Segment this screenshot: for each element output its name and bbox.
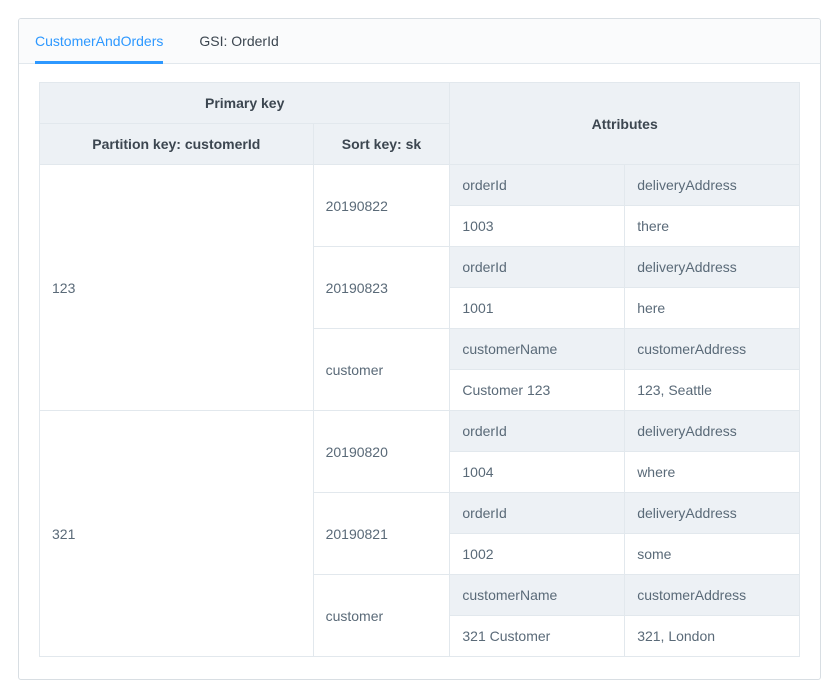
tab-customer-and-orders[interactable]: CustomerAndOrders <box>35 29 163 64</box>
table-viewer-frame: CustomerAndOrders GSI: OrderId Primary k… <box>18 18 821 680</box>
header-primary-key: Primary key <box>40 83 450 124</box>
attr-value-cell: where <box>625 452 800 493</box>
dynamodb-table: Primary key Attributes Partition key: cu… <box>39 82 800 657</box>
sort-key-cell: 20190823 <box>313 247 450 329</box>
attr-name-cell: orderId <box>450 411 625 452</box>
attr-name-cell: deliveryAddress <box>625 411 800 452</box>
attr-value-cell: Customer 123 <box>450 370 625 411</box>
attr-name-cell: orderId <box>450 493 625 534</box>
table-body: 123 20190822 orderId deliveryAddress 100… <box>40 165 800 657</box>
attr-name-cell: deliveryAddress <box>625 493 800 534</box>
attr-name-cell: customerName <box>450 329 625 370</box>
attr-value-cell: 1004 <box>450 452 625 493</box>
header-partition-key: Partition key: customerId <box>40 124 314 165</box>
attr-value-cell: there <box>625 206 800 247</box>
sort-key-cell: 20190820 <box>313 411 450 493</box>
attr-value-cell: some <box>625 534 800 575</box>
attr-value-cell: here <box>625 288 800 329</box>
sort-key-cell: customer <box>313 575 450 657</box>
table-row: 123 20190822 orderId deliveryAddress <box>40 165 800 206</box>
attr-name-cell: orderId <box>450 165 625 206</box>
header-attributes: Attributes <box>450 83 800 165</box>
attr-value-cell: 1001 <box>450 288 625 329</box>
header-sort-key: Sort key: sk <box>313 124 450 165</box>
attr-value-cell: 1003 <box>450 206 625 247</box>
sort-key-cell: 20190822 <box>313 165 450 247</box>
attr-name-cell: customerAddress <box>625 329 800 370</box>
table-row: 321 20190820 orderId deliveryAddress <box>40 411 800 452</box>
attr-name-cell: customerName <box>450 575 625 616</box>
attr-name-cell: deliveryAddress <box>625 247 800 288</box>
attr-name-cell: customerAddress <box>625 575 800 616</box>
attr-value-cell: 321, London <box>625 616 800 657</box>
sort-key-cell: customer <box>313 329 450 411</box>
attr-name-cell: deliveryAddress <box>625 165 800 206</box>
sort-key-cell: 20190821 <box>313 493 450 575</box>
attr-value-cell: 321 Customer <box>450 616 625 657</box>
attr-value-cell: 1002 <box>450 534 625 575</box>
tab-gsi-orderid[interactable]: GSI: OrderId <box>199 29 278 64</box>
tabs-bar: CustomerAndOrders GSI: OrderId <box>19 19 820 64</box>
attr-value-cell: 123, Seattle <box>625 370 800 411</box>
attr-name-cell: orderId <box>450 247 625 288</box>
partition-key-cell: 123 <box>40 165 314 411</box>
table-container: Primary key Attributes Partition key: cu… <box>19 64 820 679</box>
partition-key-cell: 321 <box>40 411 314 657</box>
